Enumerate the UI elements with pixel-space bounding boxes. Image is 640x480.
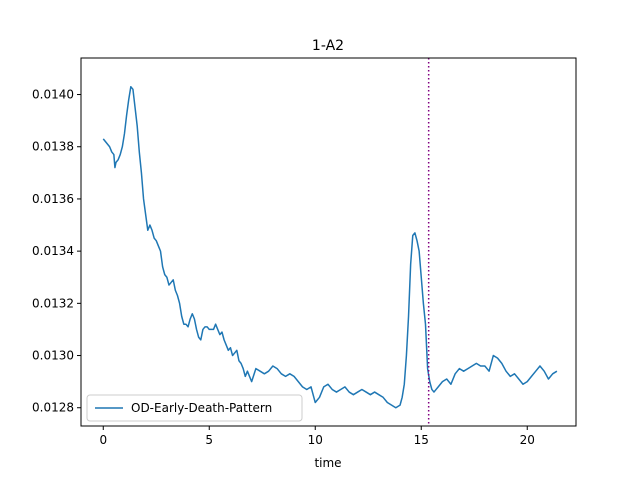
chart-title: 1-A2 (312, 38, 344, 54)
y-tick-label: 0.0136 (32, 192, 74, 206)
plot-area (80, 57, 577, 427)
x-tick-label: 20 (520, 433, 535, 447)
y-tick-label: 0.0134 (32, 244, 74, 258)
y-axis: 0.0128 0.0130 0.0132 0.0134 0.0136 0.0138 0.01… (32, 88, 81, 415)
series-line-od-early-death-pattern (102, 85, 558, 409)
x-axis: 0 5 10 15 20 (99, 426, 535, 447)
x-axis-label: time (314, 456, 341, 470)
y-tick-label: 0.0130 (32, 349, 74, 363)
y-tick-label: 0.0132 (32, 296, 74, 310)
y-tick-label: 0.0128 (32, 401, 74, 415)
x-tick-label: 10 (308, 433, 323, 447)
legend-box (86, 394, 303, 422)
x-tick-label: 15 (414, 433, 429, 447)
y-tick-label: 0.0140 (32, 88, 74, 102)
legend-label: OD-Early-Death-Pattern (131, 401, 272, 415)
legend: OD-Early-Death-Pattern (86, 394, 303, 422)
y-tick-label: 0.0138 (32, 140, 74, 154)
plot-frame (80, 57, 577, 427)
x-tick-label: 0 (99, 433, 107, 447)
x-tick-label: 5 (205, 433, 213, 447)
